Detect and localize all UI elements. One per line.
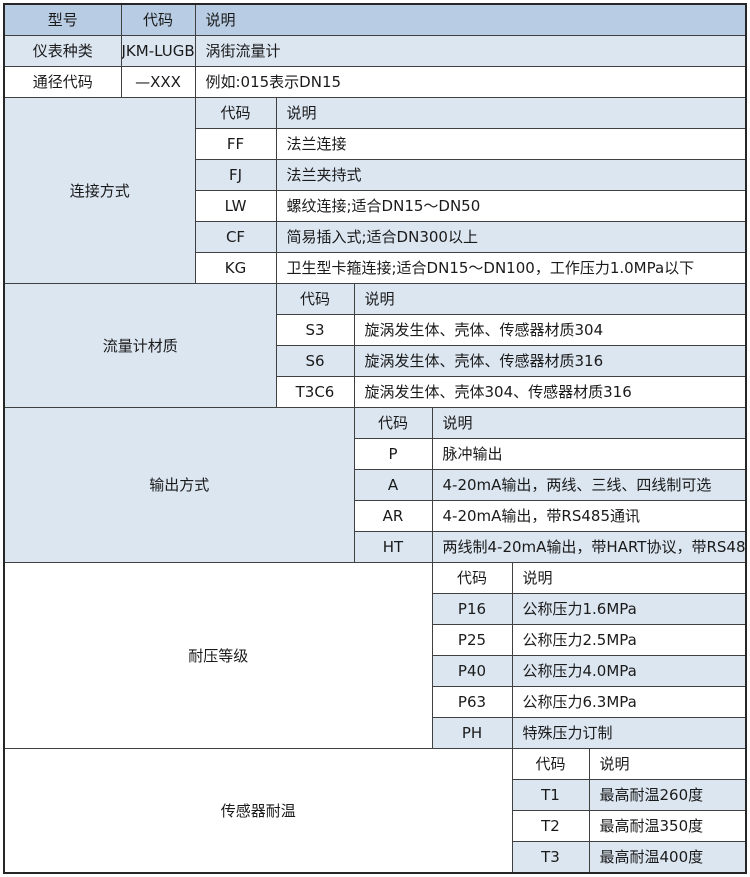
option-code-cell: P25 [431,624,513,656]
row-label-cell: 通径代码 [3,66,122,98]
header-cell-model: 型号 [3,3,122,36]
option-code-cell: HT [353,531,433,563]
option-code-cell: P63 [431,686,513,718]
table-row: 通径代码 —XXX 例如:015表示DN15 [3,66,747,98]
option-desc-cell: 4-20mA输出，带RS485通讯 [431,500,747,532]
table-row: PH 特殊压力订制 [4,717,747,749]
section-label-connection: 连接方式 [3,97,196,284]
table-row: FF 法兰连接 [4,128,747,160]
section-label-material: 流量计材质 [3,283,277,408]
option-desc-cell: 旋涡发生体、壳体、传感器材质316 [353,345,747,377]
table-row: P 脉冲输出 [4,438,747,470]
option-code-cell: P40 [431,655,513,687]
table-row: 耐压等级 代码 说明 [3,562,747,749]
option-desc-cell: 旋涡发生体、壳体、传感器材质304 [353,314,747,346]
option-code-cell: FJ [194,159,277,191]
subheader-desc-cell: 说明 [431,407,747,439]
table-row: 流量计材质 代码 说明 [3,283,747,408]
option-code-cell: KG [194,252,277,284]
option-desc-cell: 公称压力4.0MPa [511,655,747,687]
table-row: P25 公称压力2.5MPa [4,624,747,656]
option-desc-cell: 螺纹连接;适合DN15～DN50 [275,190,747,222]
option-desc-cell: 卫生型卡箍连接;适合DN15～DN100，工作压力1.0MPa以下 [275,252,747,284]
table-row: T3C6 旋涡发生体、壳体304、传感器材质316 [4,376,747,408]
option-code-cell: T3 [511,841,590,874]
option-code-cell: AR [353,500,433,532]
table-row: 型号 代码 说明 [3,3,747,36]
table-row: KG 卫生型卡箍连接;适合DN15～DN100，工作压力1.0MPa以下 [4,252,747,284]
option-desc-cell: 公称压力6.3MPa [511,686,747,718]
option-desc-cell: 最高耐温350度 [588,810,747,842]
subheader-code-cell: 代码 [194,97,277,129]
table-row: S6 旋涡发生体、壳体、传感器材质316 [4,345,747,377]
subheader-desc-cell: 说明 [511,562,747,594]
option-desc-cell: 脉冲输出 [431,438,747,470]
option-code-cell: S3 [275,314,355,346]
table-row: LW 螺纹连接;适合DN15～DN50 [4,190,747,222]
option-code-cell: P16 [431,593,513,625]
row-label-cell: 仪表种类 [3,35,122,67]
option-desc-cell: 公称压力1.6MPa [511,593,747,625]
table-row: P63 公称压力6.3MPa [4,686,747,718]
option-code-cell: CF [194,221,277,253]
option-code-cell: T3C6 [275,376,355,408]
subheader-desc-cell: 说明 [588,748,747,780]
option-desc-cell: 特殊压力订制 [511,717,747,749]
option-desc-cell: 最高耐温260度 [588,779,747,811]
table-row: HT 两线制4-20mA输出，带HART协议，带RS485 [4,531,747,563]
option-desc-cell: 简易插入式;适合DN300以上 [275,221,747,253]
option-code-cell: S6 [275,345,355,377]
header-cell-code: 代码 [120,3,196,36]
row-code-cell: JKM-LUGB [120,35,196,67]
subheader-code-cell: 代码 [511,748,590,780]
option-desc-cell: 公称压力2.5MPa [511,624,747,656]
option-desc-cell: 4-20mA输出，两线、三线、四线制可选 [431,469,747,501]
option-code-cell: LW [194,190,277,222]
table-row: FJ 法兰夹持式 [4,159,747,191]
option-code-cell: T1 [511,779,590,811]
row-desc-cell: 涡街流量计 [194,35,747,67]
subheader-code-cell: 代码 [353,407,433,439]
subheader-code-cell: 代码 [431,562,513,594]
option-code-cell: A [353,469,433,501]
option-code-cell: P [353,438,433,470]
subheader-code-cell: 代码 [275,283,355,315]
option-desc-cell: 两线制4-20mA输出，带HART协议，带RS485 [431,531,747,563]
section-label-temperature: 传感器耐温 [3,748,513,874]
table-row: T1 最高耐温260度 [4,779,747,811]
option-code-cell: T2 [511,810,590,842]
row-code-cell: —XXX [120,66,196,98]
header-cell-desc: 说明 [194,3,747,36]
option-desc-cell: 旋涡发生体、壳体304、传感器材质316 [353,376,747,408]
option-code-cell: FF [194,128,277,160]
table-row: T2 最高耐温350度 [4,810,747,842]
option-code-cell: PH [431,717,513,749]
row-desc-cell: 例如:015表示DN15 [194,66,747,98]
table-row: A 4-20mA输出，两线、三线、四线制可选 [4,469,747,501]
table-row: P16 公称压力1.6MPa [4,593,747,625]
subheader-desc-cell: 说明 [275,97,747,129]
table-row: AR 4-20mA输出，带RS485通讯 [4,500,747,532]
section-label-pressure: 耐压等级 [3,562,433,749]
section-label-output: 输出方式 [3,407,355,563]
table-row: 连接方式 代码 说明 [3,97,747,284]
option-desc-cell: 法兰连接 [275,128,747,160]
option-desc-cell: 法兰夹持式 [275,159,747,191]
option-desc-cell: 最高耐温400度 [588,841,747,874]
table-row: 传感器耐温 代码 说明 [3,748,747,874]
subheader-desc-cell: 说明 [353,283,747,315]
table-row: 输出方式 代码 说明 [3,407,747,563]
table-row: 仪表种类 JKM-LUGB 涡街流量计 [3,35,747,67]
table-row: CF 简易插入式;适合DN300以上 [4,221,747,253]
spec-table: 型号 代码 说明 仪表种类 JKM-LUGB 涡街流量计 通径代码 —XXX 例… [3,3,747,874]
